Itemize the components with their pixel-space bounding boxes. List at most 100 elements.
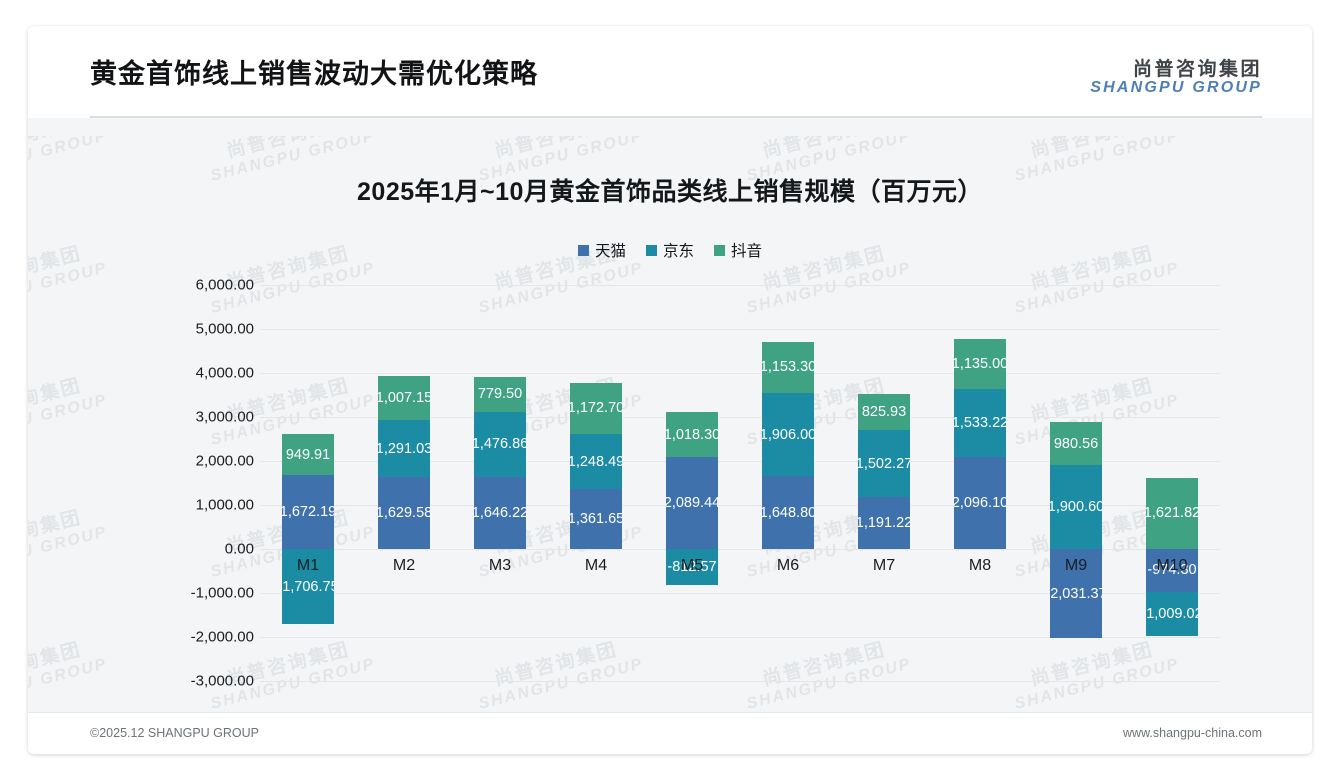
bar-value-label: 1,191.22 [858, 514, 910, 531]
brand-logo: 尚普咨询集团 SHANGPU GROUP [1090, 60, 1262, 97]
bar-segment-京东[interactable]: -812.57 [666, 549, 718, 585]
y-gridline [260, 637, 1220, 638]
bar-group[interactable]: 1,672.19 -1,706.75 949.91 M1 [282, 285, 334, 725]
bar-segment-抖音[interactable]: 980.56 [1050, 422, 1102, 466]
bar-group[interactable]: 1,648.80 1,906.00 1,153.30 M6 [762, 285, 814, 725]
x-axis-tick-label: M4 [584, 557, 608, 574]
y-axis-tick-label: 0.00 [224, 540, 254, 558]
bar-value-label: 1,291.03 [378, 440, 430, 457]
bar-value-label: 1,900.60 [1050, 499, 1102, 516]
bar-group[interactable]: -974.30 -1,009.02 1,621.82 M10 [1146, 285, 1198, 725]
bar-group[interactable]: 1,629.58 1,291.03 1,007.15 M2 [378, 285, 430, 725]
bar-segment-抖音[interactable]: 1,153.30 [762, 341, 814, 393]
bar-segment-抖音[interactable]: 949.91 [282, 433, 334, 476]
x-axis-tick-label: M7 [872, 557, 896, 574]
legend-label: 京东 [662, 243, 694, 260]
brand-logo-en: SHANGPU GROUP [1090, 78, 1262, 96]
footer-website: www.shangpu-china.com [1123, 726, 1262, 740]
bar-value-label: 949.91 [285, 446, 331, 463]
bar-segment-抖音[interactable]: 1,172.70 [570, 382, 622, 435]
bar-segment-天猫[interactable]: 1,629.58 [378, 477, 430, 549]
y-gridline [260, 549, 1220, 550]
bar-value-label: 1,621.82 [1146, 505, 1198, 522]
bar-segment-京东[interactable]: 1,476.86 [474, 411, 526, 477]
bar-segment-天猫[interactable]: 1,672.19 [282, 475, 334, 549]
x-axis-tick-label: M3 [488, 557, 512, 574]
y-gridline [260, 593, 1220, 594]
bar-segment-抖音[interactable]: 779.50 [474, 377, 526, 412]
bar-value-label: 1,248.49 [570, 453, 622, 470]
bar-segment-抖音[interactable]: 825.93 [858, 394, 910, 431]
legend-item-天猫[interactable]: 天猫 [577, 239, 626, 261]
bar-segment-天猫[interactable]: 1,361.65 [570, 489, 622, 549]
y-axis-tick-label: 5,000.00 [195, 320, 254, 338]
y-gridline [260, 417, 1220, 418]
bar-segment-京东[interactable]: 1,248.49 [570, 434, 622, 490]
bar-value-label: 825.93 [861, 404, 907, 421]
x-axis-tick-label: M10 [1156, 557, 1188, 574]
bar-value-label: 1,018.30 [666, 426, 718, 443]
chart-title: 2025年1月~10月黄金首饰品类线上销售规模（百万元） [357, 178, 983, 206]
bar-value-label: 1,153.30 [762, 359, 814, 376]
page-title: 黄金首饰线上销售波动大需优化策略 [90, 59, 538, 89]
x-axis-tick-label: M6 [776, 557, 800, 574]
bar-value-label: 1,502.27 [858, 455, 910, 472]
bar-value-label: 980.56 [1053, 435, 1099, 452]
bar-segment-京东[interactable]: -1,706.75 [282, 549, 334, 625]
bar-segment-抖音[interactable]: 1,018.30 [666, 412, 718, 458]
bar-segment-京东[interactable]: -1,009.02 [1146, 591, 1198, 637]
bar-segment-京东[interactable]: 1,533.22 [954, 389, 1006, 457]
bar-value-label: 1,007.15 [378, 390, 430, 407]
bar-value-label: -1,009.02 [1146, 606, 1198, 623]
bar-segment-天猫[interactable]: 1,646.22 [474, 476, 526, 549]
y-axis-tick-label: -1,000.00 [190, 584, 254, 602]
bar-group[interactable]: 2,089.44 -812.57 1,018.30 M5 [666, 285, 718, 725]
bar-value-label: 2,096.10 [954, 494, 1006, 511]
y-axis-tick-label: -3,000.00 [190, 672, 254, 690]
bar-segment-天猫[interactable]: 1,191.22 [858, 496, 910, 549]
bar-group[interactable]: 1,646.22 1,476.86 779.50 M3 [474, 285, 526, 725]
bar-value-label: 1,648.80 [762, 504, 814, 521]
bar-segment-天猫[interactable]: -974.30 [1146, 549, 1198, 592]
bar-group[interactable]: 1,191.22 1,502.27 825.93 M7 [858, 285, 910, 725]
bar-value-label: 1,533.22 [954, 415, 1006, 432]
bar-group[interactable]: 2,096.10 1,533.22 1,135.00 M8 [954, 285, 1006, 725]
y-axis-tick-label: 4,000.00 [195, 364, 254, 382]
legend-swatch-icon [645, 244, 657, 256]
footer-copyright: ©2025.12 SHANGPU GROUP [90, 726, 259, 740]
y-gridline [260, 329, 1220, 330]
bar-segment-京东[interactable]: 1,502.27 [858, 430, 910, 497]
bar-segment-天猫[interactable]: 1,648.80 [762, 476, 814, 549]
bar-value-label: 2,089.44 [666, 495, 718, 512]
bar-value-label: -812.57 [667, 558, 717, 575]
slide: 尚普咨询集团 SHANGPU GROUP 尚普咨询集团 SHANGPU GROUP 尚普… [28, 26, 1312, 754]
y-axis-tick-label: 2,000.00 [195, 452, 254, 470]
bar-segment-抖音[interactable]: 1,135.00 [954, 339, 1006, 390]
bar-value-label: 1,135.00 [954, 356, 1006, 373]
legend-label: 天猫 [594, 243, 626, 260]
bar-segment-天猫[interactable]: 2,089.44 [666, 457, 718, 549]
bar-value-label: 1,629.58 [378, 505, 430, 522]
bar-segment-抖音[interactable]: 1,007.15 [378, 376, 430, 421]
bar-segment-京东[interactable]: 1,906.00 [762, 392, 814, 477]
bar-value-label: -2,031.37 [1050, 585, 1102, 602]
bar-value-label: 1,476.86 [474, 436, 526, 453]
header-divider [90, 116, 1262, 118]
bar-value-label: -1,706.75 [282, 578, 334, 595]
x-axis-tick-label: M5 [680, 557, 704, 574]
bar-value-label: 1,906.00 [762, 426, 814, 443]
bar-segment-抖音[interactable]: 1,621.82 [1146, 477, 1198, 549]
bar-segment-京东[interactable]: 1,291.03 [378, 420, 430, 478]
legend-item-抖音[interactable]: 抖音 [714, 239, 762, 261]
bar-segment-京东[interactable]: 1,900.60 [1050, 465, 1102, 549]
legend-item-京东[interactable]: 京东 [645, 239, 694, 261]
bar-group[interactable]: 1,361.65 1,248.49 1,172.70 M4 [570, 285, 622, 725]
bar-group[interactable]: -2,031.37 1,900.60 980.56 M9 [1050, 285, 1102, 725]
bar-segment-天猫[interactable]: -2,031.37 [1050, 549, 1102, 639]
chart-plot-area: 6,000.00 5,000.00 4,000.00 3,000.00 2,000.00… [191, 277, 1220, 734]
slide-header: 黄金首饰线上销售波动大需优化策略 尚普咨询集团 SHANGPU GROUP [28, 26, 1312, 118]
bar-segment-天猫[interactable]: 2,096.10 [954, 456, 1006, 549]
